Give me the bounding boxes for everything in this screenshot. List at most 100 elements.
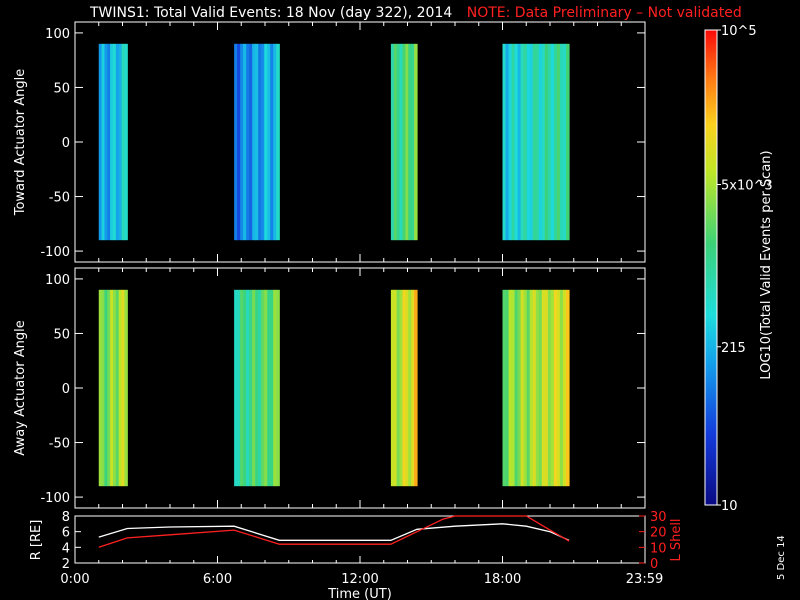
heatmap-cell	[264, 289, 268, 487]
heatmap-cell	[240, 289, 244, 487]
heatmap-cell	[267, 289, 271, 487]
heatmap-cell	[538, 43, 543, 241]
heatmap-cell	[252, 43, 256, 241]
heatmap-cell	[556, 289, 561, 487]
heatmap-cell	[508, 43, 513, 241]
heatmap-cell	[541, 289, 546, 487]
title-note: NOTE: Data Preliminary – Not validated	[466, 5, 742, 21]
heatmap-cell	[98, 43, 103, 241]
radius-line	[98, 523, 570, 541]
heatmap-cell	[258, 43, 262, 241]
heatmap-cell	[270, 289, 274, 487]
y-tick-label: 50	[53, 327, 70, 342]
heatmap-cell	[101, 289, 106, 487]
heatmap-cell	[243, 289, 247, 487]
heatmap-cell	[517, 289, 522, 487]
heatmap-cell	[255, 43, 259, 241]
heatmap-cell	[255, 289, 259, 487]
chart-title: TWINS1: Total Valid Events: 18 Nov (day …	[90, 5, 742, 21]
y-tick-label-right: 20	[650, 526, 667, 541]
heatmap-cell	[405, 43, 409, 241]
heatmap-cell	[390, 289, 395, 487]
colorbar-tick-label: 5x10^3	[721, 178, 773, 193]
heatmap-cell	[559, 289, 564, 487]
y-tick-label: 0	[62, 382, 70, 397]
heatmap-cell	[523, 43, 528, 241]
heatmap-cell	[529, 289, 534, 487]
heatmap-cell	[393, 43, 398, 241]
heatmap-cell	[396, 289, 401, 487]
heatmap-cell	[520, 289, 525, 487]
heatmap-cell	[559, 43, 564, 241]
heatmap-cell	[246, 43, 250, 241]
heatmap-cell	[234, 43, 238, 241]
heatmap-cell	[517, 43, 522, 241]
heatmap-cell	[118, 289, 123, 487]
y-tick-label: 6	[62, 526, 70, 541]
heatmap-cell	[118, 43, 123, 241]
heatmap-cell	[529, 43, 534, 241]
heatmap-cell	[538, 289, 543, 487]
heatmap-cell	[411, 43, 415, 241]
heatmap-cell	[414, 43, 418, 241]
heatmap-cell	[261, 43, 265, 241]
heatmap-cell	[535, 289, 540, 487]
y-tick-label: 50	[53, 81, 70, 96]
heatmap-cell	[264, 43, 268, 241]
heatmap-cell	[511, 43, 516, 241]
lshell-line	[98, 515, 570, 548]
x-axis-label: Time (UT)	[327, 587, 392, 600]
heatmap-cell	[402, 43, 406, 241]
heatmap-cell	[553, 43, 558, 241]
y-tick-label: 0	[62, 136, 70, 151]
y-tick-label-right: 10	[650, 541, 667, 556]
x-tick-label: 0:00	[60, 572, 89, 587]
heatmap-cell	[107, 43, 111, 241]
heatmap-cell	[511, 289, 516, 487]
heatmap-cell	[115, 289, 120, 487]
heatmap-cell	[544, 289, 549, 487]
orbit-panel-frame	[74, 515, 646, 564]
x-tick-label: 12:00	[341, 572, 378, 587]
heatmap-cell	[98, 289, 103, 487]
heatmap-cell	[115, 43, 120, 241]
heatmap-cell	[505, 289, 510, 487]
heatmap-cell	[408, 289, 412, 487]
heatmap-cell	[541, 43, 546, 241]
heatmap-cell	[101, 43, 106, 241]
heatmap-cell	[523, 289, 528, 487]
heatmap-cell	[520, 43, 525, 241]
heatmap-cell	[556, 43, 561, 241]
x-tick-label: 6:00	[203, 572, 232, 587]
heatmap-cell	[526, 289, 531, 487]
heatmap-cell	[243, 43, 247, 241]
y-tick-label-right: 30	[650, 510, 667, 525]
heatmap-cell	[240, 43, 244, 241]
heatmap-cell	[107, 289, 111, 487]
heatmap-cell	[276, 43, 280, 241]
heatmap-cell	[234, 289, 238, 487]
heatmap-cell	[110, 289, 114, 487]
x-tick-label: 18:00	[484, 572, 521, 587]
colorbar-tick-label: 10	[721, 499, 738, 514]
heatmap-cell	[502, 289, 507, 487]
colorbar	[704, 29, 718, 506]
heatmap-cell	[414, 289, 418, 487]
y-tick-label: 100	[45, 27, 70, 42]
heatmap-cell	[532, 289, 537, 487]
heatmap-cell	[550, 289, 555, 487]
heatmap-cell	[258, 289, 262, 487]
y-tick-label: 8	[62, 510, 70, 525]
heatmap-cell	[267, 43, 271, 241]
heatmap-cell	[411, 289, 415, 487]
heatmap-cell	[399, 43, 404, 241]
heatmap-cell	[276, 289, 280, 487]
y-axis-label-right: L Shell	[669, 518, 684, 561]
heatmap-cell	[261, 289, 265, 487]
heatmap-cell	[249, 289, 253, 487]
colorbar-tick-label: 10^5	[721, 24, 757, 39]
heatmap-cell	[405, 289, 409, 487]
heatmap-cell	[553, 289, 558, 487]
y-tick-label: -50	[49, 437, 70, 452]
